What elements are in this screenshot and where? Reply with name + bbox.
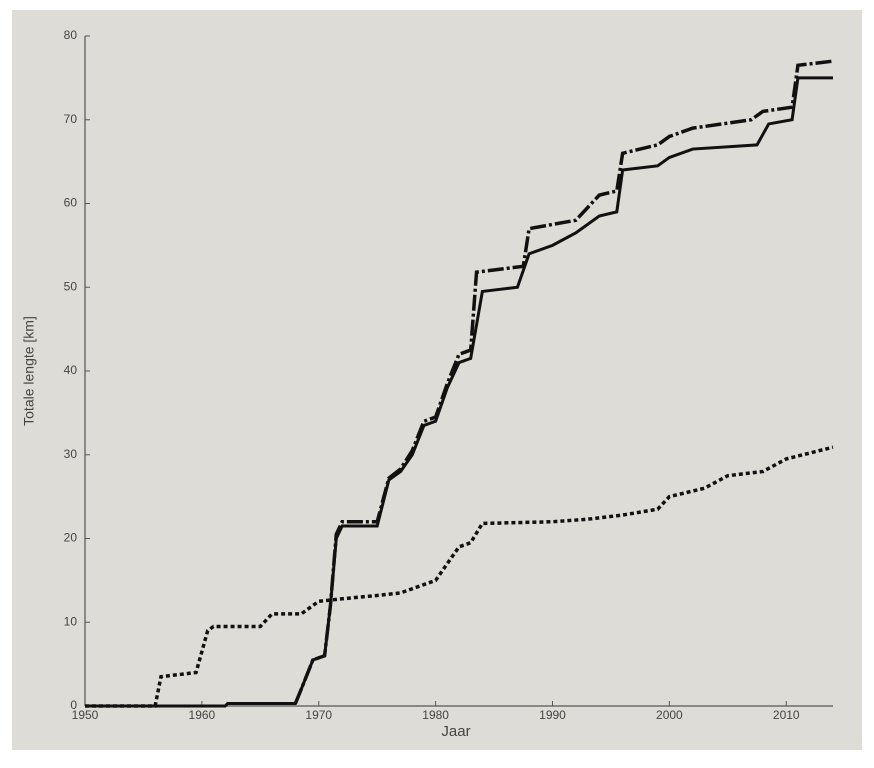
x-tick-label: 1990 [539,708,566,722]
x-tick-label: 1970 [305,708,332,722]
x-tick-label: 1950 [72,708,99,722]
y-tick-label: 60 [64,196,78,210]
chart-background [12,10,862,750]
x-tick-label: 1960 [189,708,216,722]
y-tick-label: 40 [64,363,78,377]
y-tick-label: 50 [64,279,78,293]
y-tick-label: 0 [70,698,77,712]
y-tick-label: 80 [64,28,78,42]
x-tick-label: 2000 [656,708,683,722]
y-tick-label: 10 [64,614,78,628]
x-tick-label: 1980 [422,708,449,722]
series-line [85,445,834,708]
y-tick-label: 20 [64,531,78,545]
y-axis-label: Totale lengte [km] [21,316,37,426]
x-tick-label: 2010 [773,708,800,722]
y-tick-label: 70 [64,112,78,126]
x-axis-label: Jaar [441,723,470,740]
series-line [293,59,834,705]
y-tick-label: 30 [64,447,78,461]
